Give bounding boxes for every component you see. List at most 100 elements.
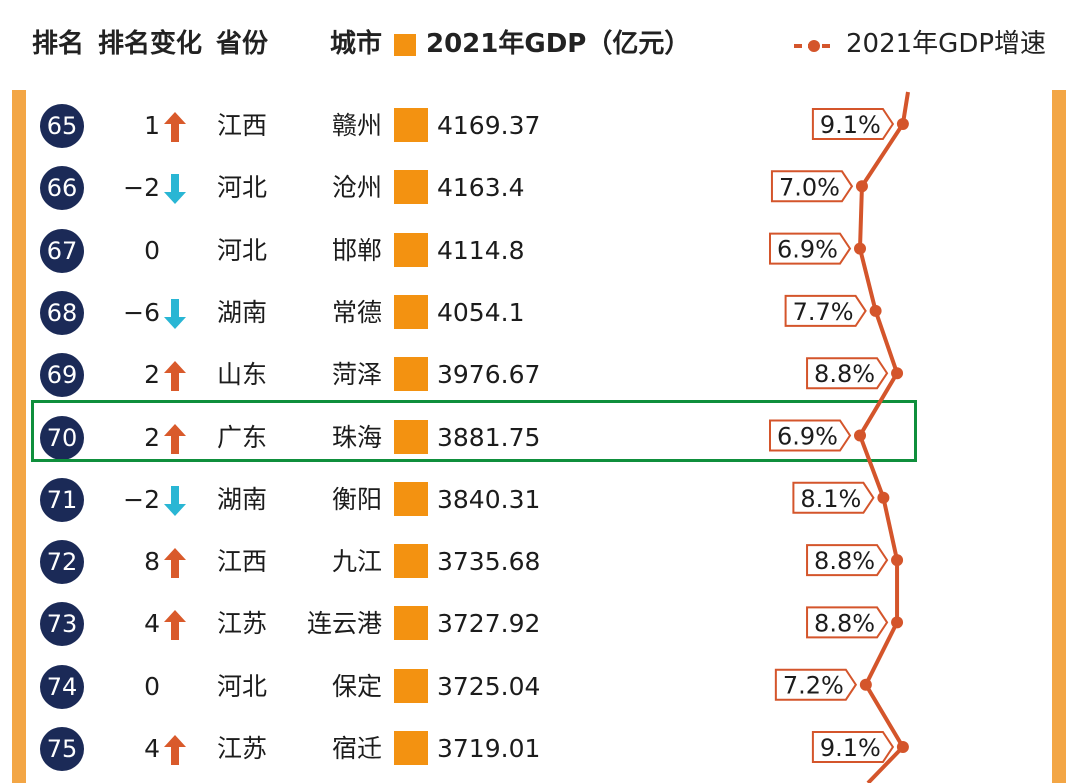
growth-data-label: 7.0% bbox=[770, 170, 854, 203]
growth-label-text: 8.8% bbox=[814, 609, 875, 637]
city-cell: 保定 bbox=[331, 671, 382, 701]
gdp-legend-swatch bbox=[394, 34, 416, 56]
rank-badge: 71 bbox=[40, 477, 84, 522]
growth-label-text: 7.2% bbox=[783, 672, 844, 700]
province-cell: 河北 bbox=[217, 671, 268, 701]
gdp-bar bbox=[394, 606, 428, 641]
gdp-value: 3727.92 bbox=[437, 609, 541, 639]
province-cell: 江西 bbox=[217, 111, 268, 140]
arrow-up-icon bbox=[164, 423, 186, 454]
table-row: 65 1 江西 赣州 4169.37 bbox=[0, 92, 1080, 154]
province-cell: 江西 bbox=[217, 547, 268, 577]
table-row: 66 −2 河北 沧州 4163.4 bbox=[0, 154, 1080, 216]
rank-badge: 67 bbox=[40, 228, 84, 273]
rank-badge: 69 bbox=[40, 353, 84, 398]
gdp-bar bbox=[394, 481, 428, 516]
growth-point bbox=[891, 367, 904, 380]
growth-point bbox=[877, 491, 890, 504]
city-cell: 常德 bbox=[331, 297, 382, 327]
growth-point bbox=[854, 429, 866, 442]
rank-change: 0 bbox=[144, 235, 160, 265]
arrow-down-icon bbox=[164, 298, 186, 329]
table-row: 73 4 江苏 连云港 3727.92 bbox=[0, 590, 1080, 652]
rank-change: 0 bbox=[144, 671, 160, 701]
gdp-bar bbox=[394, 419, 428, 454]
growth-label-text: 8.8% bbox=[814, 360, 875, 388]
growth-label-text: 9.1% bbox=[820, 111, 881, 139]
highlight-box bbox=[31, 400, 917, 462]
gdp-value: 3725.04 bbox=[437, 671, 541, 701]
rank-badge: 66 bbox=[40, 166, 84, 211]
gdp-bar bbox=[394, 731, 428, 765]
gdp-value: 4169.37 bbox=[437, 111, 541, 140]
growth-label-text: 6.9% bbox=[777, 236, 838, 264]
city-cell: 宿迁 bbox=[331, 734, 382, 763]
city-cell: 连云港 bbox=[306, 609, 382, 639]
province-cell: 江苏 bbox=[217, 734, 268, 763]
gdp-value: 3976.67 bbox=[437, 360, 541, 390]
header-province: 省份 bbox=[216, 29, 269, 59]
arrow-up-icon bbox=[164, 112, 186, 142]
growth-data-label: 6.9% bbox=[769, 232, 852, 265]
gdp-value: 4163.4 bbox=[437, 173, 525, 203]
province-cell: 河北 bbox=[217, 173, 268, 203]
arrow-down-icon bbox=[164, 485, 186, 516]
city-cell: 菏泽 bbox=[331, 360, 382, 390]
rank-badge: 74 bbox=[40, 664, 84, 709]
growth-point bbox=[854, 242, 866, 255]
growth-point bbox=[891, 616, 904, 629]
gdp-bar bbox=[394, 232, 428, 267]
rank-change: −2 bbox=[123, 484, 160, 514]
gdp-bar bbox=[394, 294, 428, 329]
rank-change: 2 bbox=[144, 422, 160, 452]
growth-label-text: 9.1% bbox=[820, 734, 881, 762]
gdp-value: 4114.8 bbox=[437, 235, 525, 265]
arrow-up-icon bbox=[164, 548, 186, 579]
header-city: 城市 bbox=[330, 29, 383, 59]
growth-point bbox=[896, 118, 909, 130]
growth-data-label: 8.8% bbox=[806, 357, 889, 390]
city-cell: 赣州 bbox=[331, 111, 382, 140]
growth-label-text: 8.8% bbox=[814, 547, 875, 575]
rank-change: −2 bbox=[123, 173, 160, 203]
growth-data-label: 7.7% bbox=[784, 294, 867, 327]
rank-badge: 70 bbox=[40, 415, 84, 460]
city-cell: 沧州 bbox=[331, 173, 382, 203]
growth-data-label: 7.2% bbox=[774, 668, 858, 701]
growth-data-label: 8.8% bbox=[806, 544, 889, 577]
arrow-up-icon bbox=[164, 735, 186, 765]
rank-change: 2 bbox=[144, 360, 160, 390]
province-cell: 湖南 bbox=[217, 297, 268, 327]
growth-point bbox=[859, 678, 872, 691]
header-rank: 排名 bbox=[32, 29, 85, 59]
city-cell: 邯郸 bbox=[331, 235, 382, 265]
table-row: 69 2 山东 菏泽 3976.67 bbox=[0, 341, 1080, 403]
growth-legend-swatch bbox=[794, 40, 834, 52]
city-cell: 衡阳 bbox=[331, 484, 382, 514]
province-cell: 河北 bbox=[217, 235, 268, 265]
growth-label-text: 7.0% bbox=[779, 173, 840, 201]
province-cell: 广东 bbox=[217, 422, 268, 452]
rank-badge: 68 bbox=[40, 290, 84, 335]
table-row: 71 −2 湖南 衡阳 3840.31 bbox=[0, 466, 1080, 528]
table-header: 排名 排名变化 省份 城市 2021年GDP（亿元） 2021年GDP增速 bbox=[0, 0, 1080, 88]
growth-label-text: 8.1% bbox=[800, 485, 861, 513]
gdp-bar bbox=[394, 108, 428, 142]
gdp-bar bbox=[394, 170, 428, 205]
gdp-value: 4054.1 bbox=[437, 297, 525, 327]
growth-point bbox=[855, 180, 868, 193]
rank-badge: 72 bbox=[40, 540, 84, 585]
gdp-value: 3735.68 bbox=[437, 547, 541, 577]
growth-data-label: 8.1% bbox=[792, 481, 875, 514]
arrow-up-icon bbox=[164, 361, 186, 392]
arrow-up-icon bbox=[164, 610, 186, 641]
rank-change: 4 bbox=[144, 609, 160, 639]
table-row: 75 4 江苏 宿迁 3719.01 bbox=[0, 715, 1080, 777]
province-cell: 湖南 bbox=[217, 484, 268, 514]
rank-change: 4 bbox=[144, 734, 160, 763]
left-side-bar bbox=[12, 90, 26, 783]
header-gdp-legend: 2021年GDP（亿元） bbox=[426, 29, 691, 59]
header-rank-change: 排名变化 bbox=[98, 29, 203, 59]
